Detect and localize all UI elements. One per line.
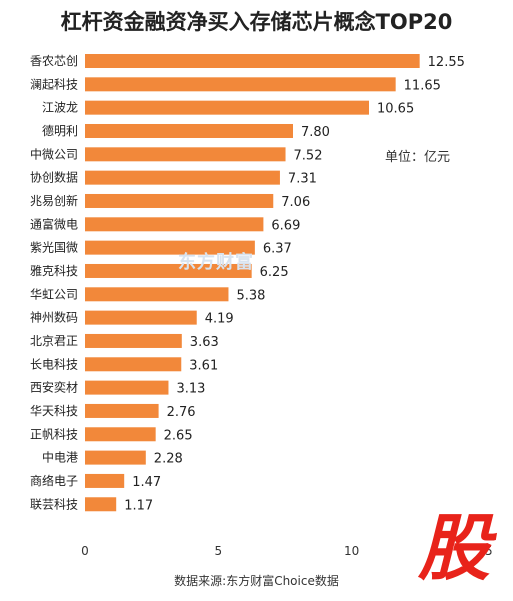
bar-10 — [85, 263, 252, 278]
category-label: 通富微电 — [30, 216, 78, 231]
category-label: 中微公司 — [30, 146, 78, 161]
value-label: 7.52 — [294, 148, 323, 163]
value-label: 3.13 — [176, 382, 205, 397]
value-label: 2.28 — [154, 452, 183, 467]
category-label: 中电港 — [42, 450, 78, 465]
x-tick-label: 0 — [81, 544, 89, 558]
category-label: 紫光国微 — [30, 241, 78, 255]
value-label: 4.19 — [205, 312, 234, 327]
bar-17 — [85, 427, 156, 442]
stock-stamp-logo: 股 — [418, 506, 491, 590]
unit-label: 单位：亿元 — [385, 150, 451, 165]
bar-13 — [85, 333, 182, 348]
category-label: 澜起科技 — [30, 77, 78, 91]
category-label: 正帆科技 — [30, 426, 78, 441]
category-label: 北京君正 — [30, 334, 78, 348]
value-label: 2.65 — [164, 428, 193, 443]
bar-5 — [85, 147, 286, 162]
category-label: 香农芯创 — [30, 54, 78, 68]
bar-1 — [85, 54, 420, 68]
value-label: 6.25 — [260, 265, 289, 280]
source-note: 数据来源:东方财富Choice数据 — [174, 574, 339, 588]
category-label: 商络电子 — [30, 473, 78, 488]
category-label: 兆易创新 — [30, 193, 78, 208]
value-label: 6.69 — [271, 218, 300, 233]
bar-15 — [85, 380, 169, 395]
value-label: 1.17 — [124, 498, 153, 513]
category-label: 协创数据 — [30, 170, 78, 185]
bar-11 — [85, 287, 229, 302]
value-label: 1.47 — [132, 475, 161, 490]
value-label: 12.55 — [428, 55, 465, 70]
value-label: 7.31 — [288, 172, 317, 187]
category-label: 华虹公司 — [30, 287, 78, 301]
category-label: 长电科技 — [30, 357, 78, 371]
category-label: 西安奕材 — [30, 380, 78, 395]
bar-9 — [85, 240, 255, 255]
value-label: 7.80 — [301, 125, 330, 140]
bar-18 — [85, 450, 146, 465]
bar-19 — [85, 473, 125, 488]
value-label: 7.06 — [281, 195, 310, 210]
bar-20 — [85, 497, 117, 512]
bar-2 — [85, 77, 396, 92]
value-label: 11.65 — [404, 78, 441, 93]
x-tick-label: 10 — [344, 544, 359, 558]
value-label: 2.76 — [167, 405, 196, 420]
value-label: 3.63 — [190, 335, 219, 350]
category-label: 江波龙 — [42, 101, 78, 115]
stamp-character: 股 — [418, 506, 491, 590]
bar-4 — [85, 123, 293, 138]
category-label: 德明利 — [42, 123, 78, 138]
value-label: 5.38 — [236, 288, 265, 303]
chart-title: 杠杆资金融资净买入存储芯片概念TOP20 — [60, 10, 453, 34]
x-tick-label: 15 — [477, 544, 492, 558]
bar-8 — [85, 217, 264, 232]
bar-3 — [85, 100, 369, 115]
bar-16 — [85, 403, 159, 418]
category-label: 雅克科技 — [30, 263, 78, 278]
category-label: 神州数码 — [30, 310, 78, 325]
bar-14 — [85, 357, 182, 372]
bar-12 — [85, 310, 197, 325]
value-label: 3.61 — [189, 358, 218, 373]
x-tick-label: 5 — [215, 544, 223, 558]
bar-6 — [85, 170, 280, 185]
watermark: 东方财富 — [178, 252, 254, 273]
bar-7 — [85, 193, 274, 208]
category-label: 华天科技 — [30, 404, 78, 418]
category-label: 联芸科技 — [30, 497, 78, 511]
value-label: 10.65 — [377, 102, 414, 117]
value-label: 6.37 — [263, 242, 292, 257]
